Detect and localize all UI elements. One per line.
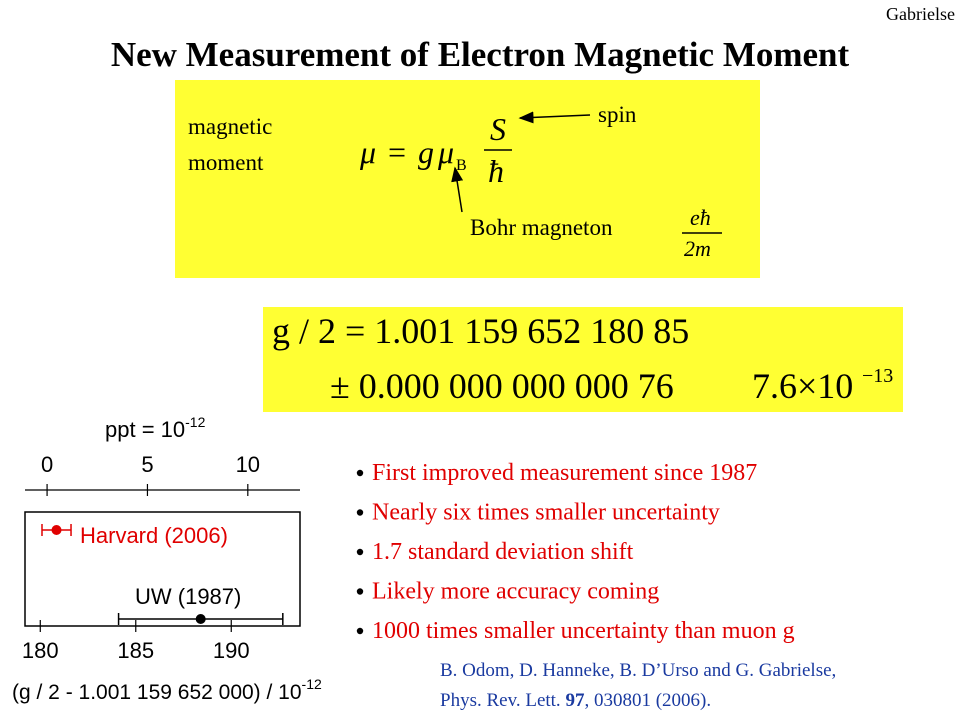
author: Gabrielse <box>886 4 955 24</box>
x-tick-label: 180 <box>22 638 59 663</box>
title: New Measurement of Electron Magnetic Mom… <box>111 35 850 74</box>
symbol: eħ <box>690 205 711 230</box>
label: spin <box>598 102 637 127</box>
symbol: 2m <box>684 236 711 261</box>
axis-label: (g / 2 - 1.001 159 652 000) / 10-12 <box>12 676 322 704</box>
label: magnetic <box>188 114 272 139</box>
arrow <box>518 111 591 124</box>
bullet-text: First improved measurement since 1987 <box>372 460 757 486</box>
axis-label: ppt = 10-12 <box>105 414 206 442</box>
result-line: ± 0.000 000 000 000 76 <box>330 366 674 406</box>
exponent: −13 <box>862 365 893 387</box>
result-box <box>263 307 903 412</box>
bullet-text: Likely more accuracy coming <box>372 579 659 605</box>
top-tick-label: 0 <box>41 452 53 477</box>
symbol: ħ <box>488 153 504 189</box>
arrow <box>451 166 464 213</box>
x-tick-label: 190 <box>213 638 250 663</box>
series-label: Harvard (2006) <box>80 523 228 548</box>
exponent: -12 <box>185 414 205 430</box>
axis-label: ppt = 10 <box>105 417 185 442</box>
bullet-dot <box>356 627 364 635</box>
symbol: S⃗ <box>490 111 531 147</box>
x-tick-label: 185 <box>117 638 154 663</box>
volume: 97 <box>565 690 585 711</box>
top-tick-label: 10 <box>236 452 260 477</box>
data-point <box>51 525 62 535</box>
label: Bohr magneton <box>470 215 613 240</box>
plot-frame <box>24 511 301 627</box>
data-point <box>195 614 206 624</box>
label: moment <box>188 150 264 175</box>
chart: ppt = 10-12 (g / 2 - 1.001 159 652 000) … <box>12 414 322 704</box>
bullet-dot <box>356 509 364 516</box>
symbol: μ⃗ <box>359 134 401 170</box>
reference: , 030801 (2006). <box>584 690 711 711</box>
symbol: g <box>418 134 434 170</box>
reference: Phys. Rev. Lett. <box>440 690 565 711</box>
bullet-text: 1000 times smaller uncertainty than muon… <box>372 618 795 644</box>
symbol: μ <box>437 134 454 170</box>
top-tick-label: 5 <box>141 452 153 477</box>
formula: μ⃗ = g μ B S⃗ ħ <box>359 111 531 189</box>
reference: B. Odom, D. Hanneke, B. D’Urso and G. Ga… <box>440 660 836 681</box>
bullet-text: 1.7 standard deviation shift <box>372 539 634 565</box>
bullet-text: Nearly six times smaller uncertainty <box>372 500 720 526</box>
bullet-dot <box>356 548 364 556</box>
symbol: = <box>388 134 406 170</box>
relative-uncertainty: 7.6×10 <box>752 366 853 406</box>
bullet-dot <box>356 588 364 595</box>
series-label: UW (1987) <box>135 584 241 609</box>
exponent: -12 <box>302 676 322 692</box>
axis-label: (g / 2 - 1.001 159 652 000) / 10 <box>12 681 302 704</box>
result-line: g / 2 = 1.001 159 652 180 85 <box>272 311 689 351</box>
definition-box <box>175 80 760 278</box>
bullet-list: First improved measurement since 1987 Nea… <box>356 460 795 644</box>
reference: Phys. Rev. Lett. 97, 030801 (2006). <box>440 690 711 711</box>
symbol: B <box>456 157 467 174</box>
bullet-dot <box>356 469 364 477</box>
